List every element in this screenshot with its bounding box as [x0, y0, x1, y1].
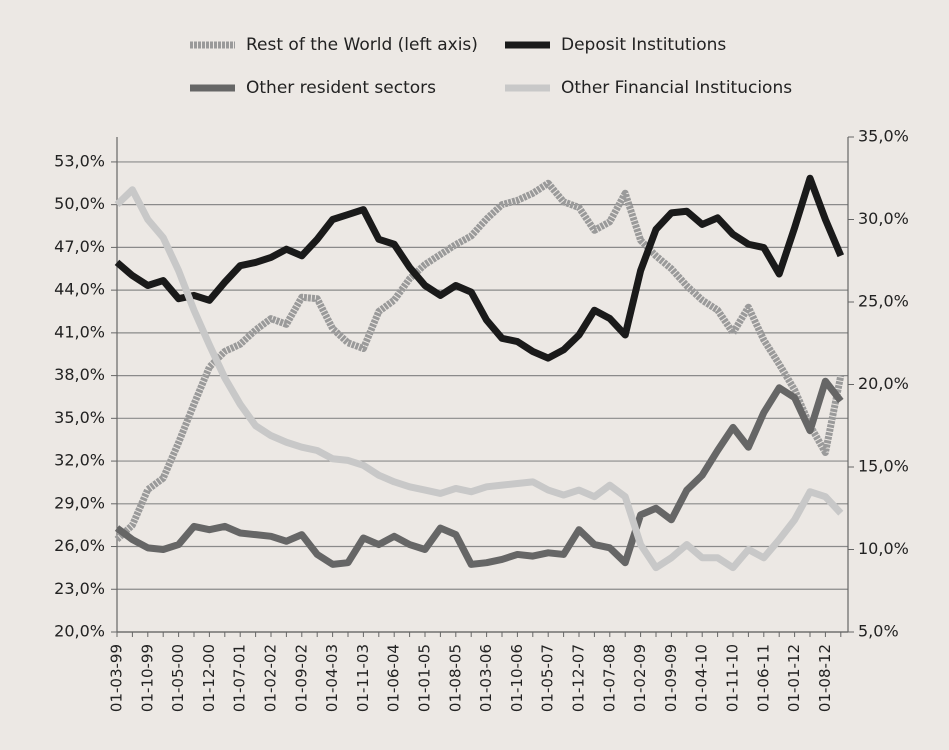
y-tick-label: 29,0% [54, 493, 105, 512]
x-tick-label: 01-09-02 [292, 644, 310, 712]
y-tick-label: 23,0% [54, 579, 105, 598]
x-tick-label: 01-03-06 [477, 644, 495, 712]
y-tick-label: 53,0% [54, 151, 105, 170]
y-tick-label: 35,0% [54, 408, 105, 427]
legend-label: Deposit Institutions [561, 35, 726, 55]
x-tick-label: 01-12-07 [570, 644, 588, 712]
x-tick-label: 01-10-06 [508, 644, 526, 712]
y-tick-label: 47,0% [54, 237, 105, 256]
series-line [114, 186, 844, 572]
y-tick-label: 38,0% [54, 365, 105, 384]
legend-label: Rest of the World (left axis) [246, 35, 478, 55]
x-tick-label: 01-12-00 [200, 644, 218, 712]
x-tick-label: 01-06-11 [754, 644, 772, 712]
x-tick-label: 01-05-00 [169, 644, 187, 712]
x-tick-label: 01-07-01 [231, 644, 249, 712]
y-tick-label: 20,0% [54, 622, 105, 641]
y2-tick-label: 10,0% [858, 539, 909, 558]
y2-tick-label: 5,0% [858, 622, 899, 641]
x-tick-label: 01-08-12 [816, 644, 834, 712]
x-tick-label: 01-01-12 [785, 644, 803, 712]
x-tick-label: 01-03-99 [108, 644, 126, 712]
x-tick-label: 01-11-10 [724, 644, 742, 712]
series-line [114, 174, 845, 362]
y2-tick-label: 30,0% [858, 209, 909, 228]
x-tick-label: 01-09-09 [662, 644, 680, 712]
x-tick-label: 01-05-07 [539, 644, 557, 712]
y2-tick-label: 15,0% [858, 457, 909, 476]
x-tick-label: 01-07-08 [600, 644, 618, 712]
x-tick-label: 01-04-03 [323, 644, 341, 712]
x-tick-label: 01-08-05 [446, 644, 464, 712]
series-line [114, 179, 845, 542]
series-line [114, 377, 844, 568]
y-tick-label: 44,0% [54, 280, 105, 299]
y2-tick-label: 35,0% [858, 127, 909, 146]
y-tick-label: 41,0% [54, 322, 105, 341]
x-tick-label: 01-02-09 [631, 644, 649, 712]
x-tick-label: 01-01-05 [416, 644, 434, 712]
x-tick-label: 01-11-03 [354, 644, 372, 712]
x-tick-label: 01-02-02 [262, 644, 280, 712]
y-tick-label: 32,0% [54, 451, 105, 470]
x-tick-label: 01-04-10 [693, 644, 711, 712]
legend-label: Other Financial Institucions [561, 78, 792, 98]
legend-label: Other resident sectors [246, 78, 436, 98]
y2-tick-label: 25,0% [858, 292, 909, 311]
x-tick-label: 01-10-99 [138, 644, 156, 712]
x-tick-label: 01-06-04 [385, 644, 403, 712]
y2-tick-label: 20,0% [858, 374, 909, 393]
y-tick-label: 50,0% [54, 194, 105, 213]
y-tick-label: 26,0% [54, 536, 105, 555]
